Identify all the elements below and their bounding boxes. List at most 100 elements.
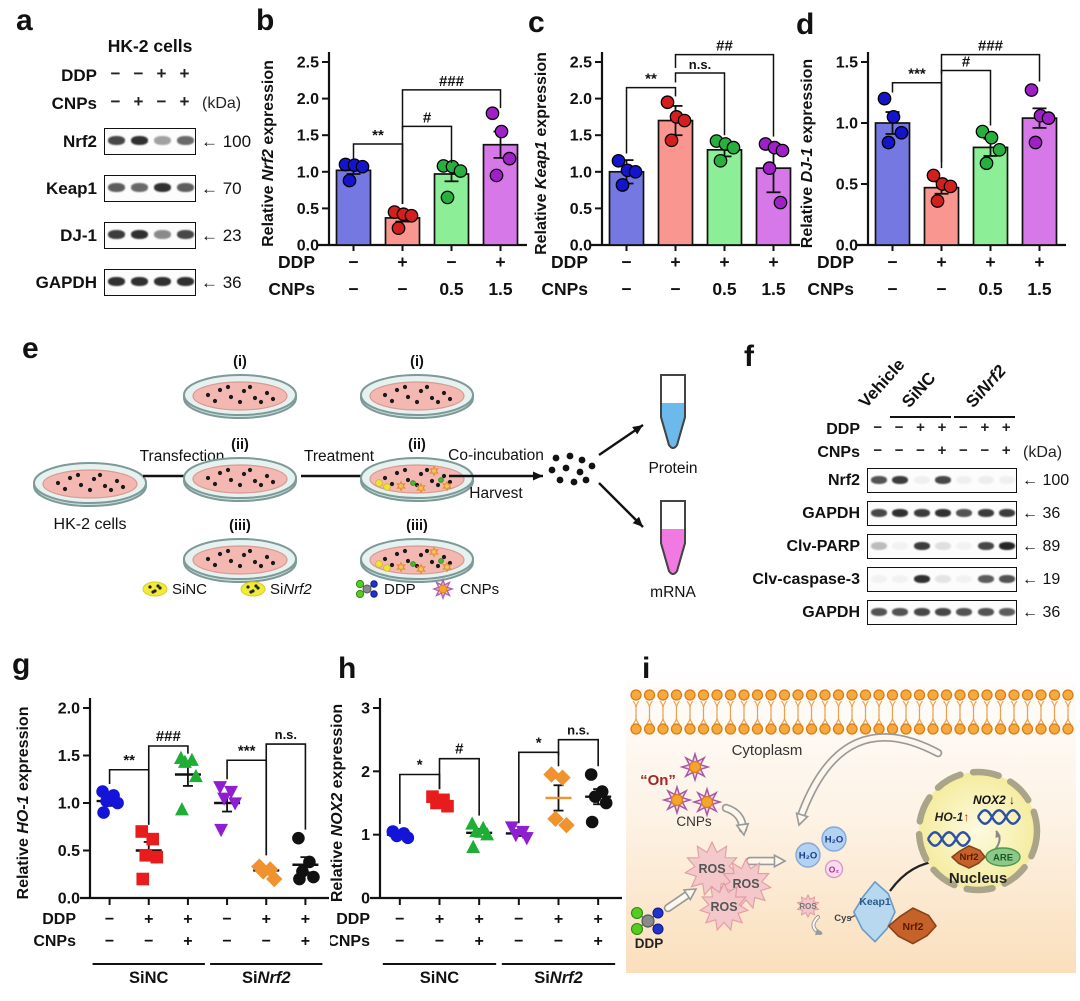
bar-group-2 (433, 159, 470, 246)
data-point (307, 870, 320, 884)
blot-strip (104, 128, 196, 155)
data-point (762, 161, 777, 175)
significance-label: ** (123, 752, 135, 769)
lane-group-underline (890, 415, 951, 418)
nrf2-nucleus-label: Nrf2 (959, 852, 978, 863)
x-row-value: + (1034, 252, 1044, 272)
protein-band (999, 541, 1016, 550)
are-label: ARE (993, 853, 1013, 864)
data-point (1041, 111, 1056, 125)
y-tick-label: 0.5 (836, 177, 858, 194)
data-point (213, 781, 228, 795)
condition-value: − (133, 64, 144, 83)
data-point (1024, 83, 1039, 97)
x-row-value: − (395, 911, 404, 928)
x-row-value: + (301, 933, 310, 950)
protein-band (108, 277, 125, 287)
blot-row: GAPDH ← 36 (735, 596, 1080, 629)
condition-values: − + − + (104, 90, 196, 118)
protein-band (892, 475, 909, 484)
data-point (214, 823, 229, 838)
cnp-core (670, 793, 684, 807)
data-point (136, 872, 150, 886)
y-tick-label: 1.0 (297, 164, 319, 181)
condition-value: − (156, 92, 167, 111)
cell-line-title: HK-2 cells (107, 36, 193, 56)
kda-marker: ← 19 (1022, 570, 1061, 588)
protein-band (870, 541, 887, 550)
dna-helix-icon (976, 809, 1022, 825)
protein-band (913, 607, 930, 616)
blot-strip (867, 468, 1017, 493)
legend-label: SiNrf2 (270, 581, 312, 598)
condition-row: DDP − − + + (8, 62, 258, 90)
data-point (466, 839, 481, 854)
water-molecule (821, 826, 847, 852)
blot-protein-name: GAPDH (35, 272, 97, 292)
protein-band (956, 475, 973, 484)
protein-band (108, 230, 125, 240)
x-row-value: − (262, 933, 271, 950)
scatter-group-2 (173, 750, 203, 816)
protein-band (935, 508, 951, 517)
data-point (554, 769, 571, 786)
x-row-value: 0.5 (712, 279, 737, 299)
protein-band (108, 136, 125, 146)
panel-i-letter: i (642, 652, 651, 685)
data-point (188, 768, 203, 783)
petri-dish (183, 374, 297, 419)
x-row-value: 0.5 (439, 279, 464, 299)
x-row-value: + (183, 911, 192, 928)
protein-band (935, 541, 951, 550)
ddp-molecule (630, 906, 664, 936)
are-element (985, 847, 1021, 867)
y-axis-title: Relative Keap1 expression (533, 52, 550, 255)
x-row-value: − (222, 911, 231, 928)
blot-strip (104, 269, 196, 296)
data-point (293, 872, 306, 886)
data-point (303, 855, 316, 869)
cnp-core (688, 760, 702, 774)
x-row-name: CNPs (33, 933, 76, 950)
data-point (342, 173, 357, 188)
condition-name: DDP (826, 420, 860, 438)
x-row-value: + (144, 911, 153, 928)
significance-label: # (455, 741, 464, 758)
lane-group-headers: Vehicle SiNC SiNrf2 (735, 338, 1080, 418)
petri-dish (360, 457, 474, 502)
starburst-shape (796, 893, 820, 919)
kda-marker: ← 89 (1022, 537, 1061, 555)
protein-band (956, 541, 973, 550)
starburst-shape (429, 546, 439, 558)
blot-strip (867, 534, 1017, 559)
starburst-shape (396, 561, 406, 573)
harvest-label: Harvest (469, 485, 523, 502)
significance-bracket (226, 759, 268, 856)
scatter-group-0 (386, 825, 415, 845)
significance-label: # (423, 109, 432, 126)
y-tick-label: 3 (361, 701, 370, 718)
data-point (599, 796, 613, 810)
data-point (390, 829, 404, 843)
significance-bracket (147, 745, 189, 824)
significance-bracket (625, 86, 677, 154)
data-point (292, 831, 305, 845)
significance-label: ### (978, 38, 1004, 55)
data-point (228, 797, 243, 811)
data-point (519, 832, 534, 846)
cytoplasm-label: Cytoplasm (732, 742, 803, 759)
kda-marker: ← 100 (1022, 471, 1070, 489)
data-point (97, 806, 110, 819)
petri-dish (183, 538, 297, 583)
blot-protein-name: Keap1 (45, 178, 97, 198)
starburst-shape (683, 840, 741, 897)
h2o-label: H₂O (799, 851, 817, 862)
cnps-label: CNPs (676, 814, 712, 829)
blot-row: Nrf2 ← 100 (8, 118, 258, 165)
protein-band (131, 277, 148, 287)
cnp-core (700, 795, 714, 809)
lane-group-underline (954, 415, 1016, 418)
y-axis-title: Relative DJ-1 expression (799, 59, 816, 248)
bar-group-0 (874, 91, 911, 246)
protein-band (892, 508, 909, 517)
